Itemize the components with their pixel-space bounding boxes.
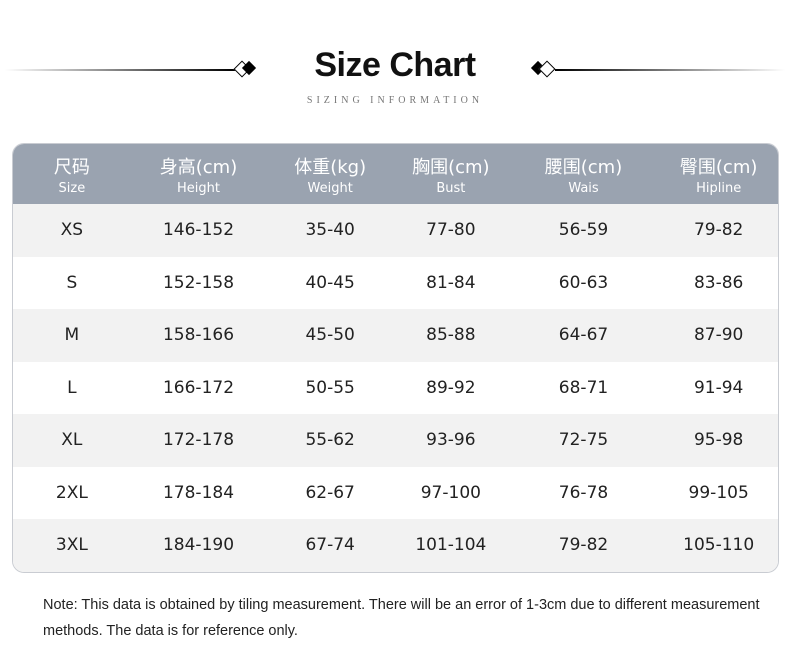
table-cell: 68-71 [558,377,609,398]
column-header: 胸围(cm) Bust [394,144,508,204]
table-cell: 91-94 [693,377,744,398]
column-header-zh: 胸围(cm) [412,156,490,178]
table-cell: 67-74 [305,535,355,556]
table-cell: S [66,272,78,293]
table-cell: 55-62 [305,430,355,451]
table-row: L 166-172 50-55 89-92 68-71 91-94 [13,362,778,415]
table-row: S 152-158 40-45 81-84 60-63 83-86 [13,257,778,310]
size-table: 尺码 Size 身高(cm) Height 体重(kg) Weight 胸围(cm) Bust… [12,143,779,573]
table-cell: 95-98 [693,430,744,451]
column-header-en: Bust [436,180,466,196]
table-cell: 87-90 [693,325,744,346]
decor-line-right [555,69,785,71]
table-cell: 83-86 [693,272,744,293]
table-row: M 158-166 45-50 85-88 64-67 87-90 [13,309,778,362]
column-header: 腰围(cm) Wais [508,144,660,204]
table-cell: 93-96 [426,430,476,451]
table-cell: 72-75 [558,430,609,451]
table-cell: 85-88 [426,325,476,346]
table-cell: M [64,325,80,346]
table-cell: 79-82 [558,535,609,556]
note-text: Note: This data is obtained by tiling me… [43,597,760,639]
table-cell: 158-166 [162,325,235,346]
column-header-en: Weight [307,180,353,196]
column-header-zh: 身高(cm) [159,156,238,178]
column-header-en: Size [58,180,86,196]
table-cell: L [67,377,77,398]
column-header-en: Height [177,180,220,196]
decor-line-left [5,69,235,71]
table-cell: 77-80 [426,220,476,241]
table-header: 尺码 Size 身高(cm) Height 体重(kg) Weight 胸围(cm) Bust… [13,144,778,204]
table-cell: 99-105 [688,482,749,503]
table-cell: 35-40 [305,220,355,241]
column-header-zh: 腰围(cm) [544,156,623,178]
table-cell: 60-63 [558,272,609,293]
table-cell: 79-82 [693,220,744,241]
table-row: XL 172-178 55-62 93-96 72-75 95-98 [13,414,778,467]
table-cell: 2XL [55,482,88,503]
table-cell: 76-78 [558,482,609,503]
column-header: 体重(kg) Weight [266,144,394,204]
column-header: 尺码 Size [13,144,131,204]
column-header-zh: 体重(kg) [294,156,367,178]
table-row: 3XL 184-190 67-74 101-104 79-82 105-110 [13,519,778,572]
table-cell: 152-158 [162,272,235,293]
table-cell: XS [60,220,84,241]
table-cell: 64-67 [558,325,609,346]
page-title: Size Chart [314,46,476,84]
table-cell: 62-67 [305,482,355,503]
table-cell: 3XL [55,535,88,556]
column-header-zh: 臀围(cm) [679,156,758,178]
table-cell: 97-100 [420,482,481,503]
table-cell: 166-172 [162,377,235,398]
table-cell: 50-55 [305,377,355,398]
column-header: 身高(cm) Height [131,144,267,204]
table-cell: 178-184 [162,482,235,503]
table-cell: 89-92 [426,377,476,398]
table-cell: 56-59 [558,220,609,241]
table-cell: 45-50 [305,325,355,346]
page-subtitle: SIZING INFORMATION [306,95,484,106]
table-body: XS 146-152 35-40 77-80 56-59 79-82 S 152-158 40-… [13,204,778,572]
table-cell: 101-104 [415,535,487,556]
column-header-zh: 尺码 [53,156,90,178]
table-row: 2XL 178-184 62-67 97-100 76-78 99-105 [13,467,778,520]
table-cell: 184-190 [162,535,235,556]
table-cell: 81-84 [426,272,476,293]
column-header-en: Hipline [696,180,742,196]
table-cell: 105-110 [683,535,755,556]
table-cell: XL [61,430,83,451]
column-header-en: Wais [568,180,599,196]
table-cell: 172-178 [162,430,235,451]
table-row: XS 146-152 35-40 77-80 56-59 79-82 [13,204,778,257]
column-header: 臀围(cm) Hipline [659,144,778,204]
table-cell: 40-45 [305,272,355,293]
table-cell: 146-152 [162,220,235,241]
